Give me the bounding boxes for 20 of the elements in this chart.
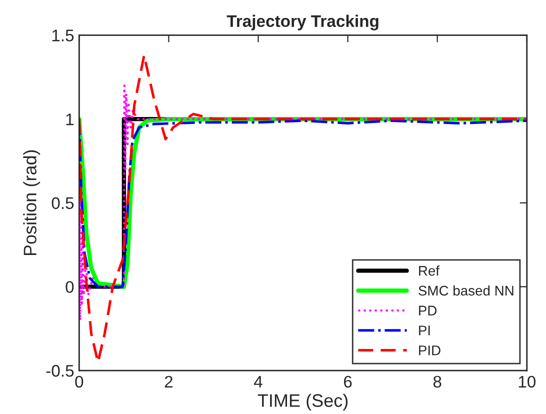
legend-label: SMC based NN: [418, 285, 514, 296]
line-series: [79, 84, 527, 322]
x-tick-label: 10: [518, 376, 536, 388]
x-tick-label: 8: [433, 376, 442, 388]
y-tick-label: 0.5: [52, 197, 74, 210]
legend-label: Ref: [419, 266, 440, 276]
legend-label: PI: [419, 326, 430, 336]
x-tick-label: 6: [344, 376, 352, 388]
x-tick-label: 2: [164, 376, 173, 388]
y-axis-title: Position (rad): [23, 150, 40, 256]
x-tick-label: 4: [254, 376, 262, 388]
y-tick-label: 0: [66, 281, 74, 293]
y-tick-label: 1: [66, 114, 74, 126]
legend-label: PD: [419, 306, 437, 316]
x-tick-label: 0: [75, 376, 84, 388]
y-tick-label: 1.5: [52, 30, 74, 42]
y-tick-label: -0.5: [46, 364, 74, 377]
x-axis-title: TIME (Sec): [258, 394, 348, 411]
chart-title: Trajectory Tracking: [226, 14, 378, 30]
legend-label: PID: [419, 346, 440, 356]
